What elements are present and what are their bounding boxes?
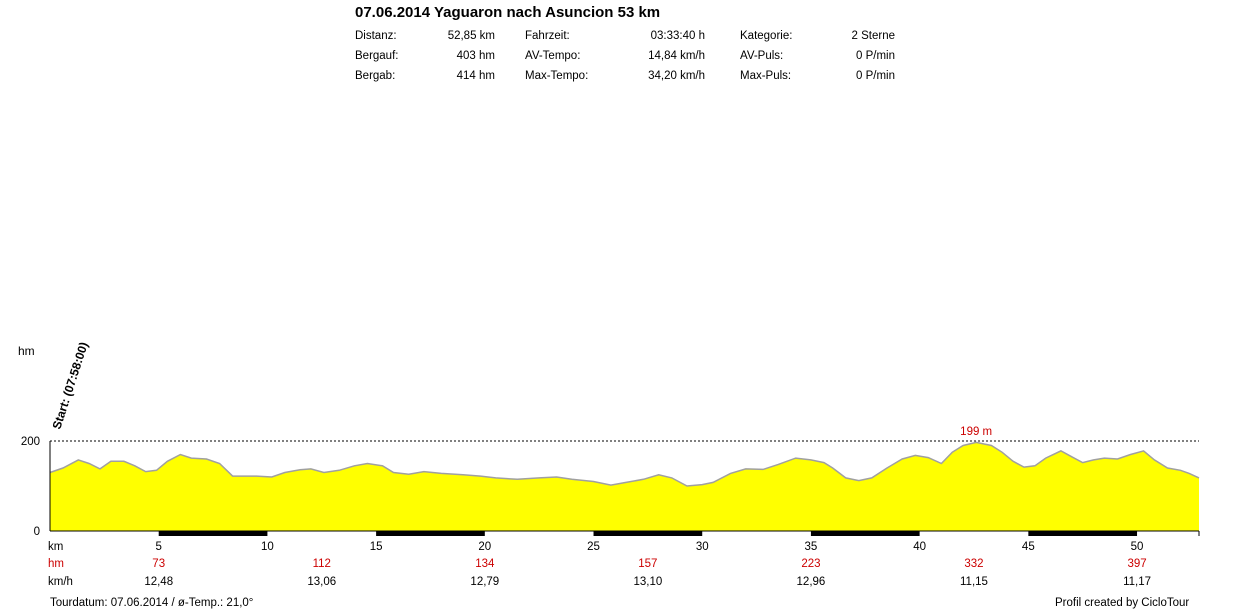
stat-label: Bergab: <box>355 70 396 82</box>
kmh-value: 12,48 <box>144 576 173 588</box>
tour-date-footer: Tourdatum: 07.06.2014 / ø-Temp.: 21,0° <box>50 597 254 609</box>
hm-row-label: hm <box>48 558 64 570</box>
stat-label: Kategorie: <box>740 30 793 42</box>
elevation-line <box>49 441 1200 487</box>
kmh-row-label: km/h <box>48 576 73 588</box>
credit-footer: Profil created by CicloTour <box>1055 597 1190 609</box>
stat-value: 0 P/min <box>856 50 895 62</box>
distance-scale-bar <box>810 531 920 536</box>
x-tick-label: 25 <box>587 541 600 553</box>
x-tick-label: 5 <box>156 541 162 553</box>
y-axis-label: hm <box>18 344 35 358</box>
tour-title: 07.06.2014 Yaguaron nach Asuncion 53 km <box>355 4 661 21</box>
stat-label: Max-Tempo: <box>525 70 589 82</box>
distance-scale-bar <box>376 531 485 536</box>
x-axis-unit-label: km <box>48 541 63 553</box>
stat-value: 03:33:40 h <box>650 30 705 42</box>
elevation-area <box>50 442 1199 531</box>
x-tick-label: 45 <box>1022 541 1035 553</box>
hm-value: 112 <box>313 558 331 570</box>
distance-scale-bar <box>593 531 703 536</box>
kmh-value: 12,96 <box>797 576 826 588</box>
y-tick-label: 0 <box>34 526 40 538</box>
kmh-value: 13,10 <box>633 576 662 588</box>
hm-value: 73 <box>152 558 165 570</box>
stat-label: AV-Tempo: <box>525 50 581 62</box>
hm-value: 157 <box>638 558 657 570</box>
x-tick-label: 30 <box>696 541 709 553</box>
distance-scale-bar <box>1028 531 1138 536</box>
stat-value: 0 P/min <box>856 70 895 82</box>
max-elevation-label: 199 m <box>960 426 992 438</box>
x-tick-label: 35 <box>805 541 818 553</box>
y-tick-label: 200 <box>21 436 40 448</box>
x-tick-label: 50 <box>1131 541 1144 553</box>
stat-label: Max-Puls: <box>740 70 792 82</box>
distance-scale-bar <box>158 531 268 536</box>
hm-value: 397 <box>1127 558 1146 570</box>
stat-label: Distanz: <box>355 30 397 42</box>
x-tick-label: 15 <box>370 541 383 553</box>
kmh-value: 11,15 <box>960 576 988 588</box>
start-time-label: Start: (07:58:00) <box>50 340 91 431</box>
stat-value: 14,84 km/h <box>648 50 705 62</box>
hm-value: 332 <box>964 558 983 570</box>
hm-value: 134 <box>475 558 495 570</box>
stat-label: AV-Puls: <box>740 50 784 62</box>
x-tick-label: 10 <box>261 541 274 553</box>
x-tick-label: 40 <box>913 541 926 553</box>
stat-value: 2 Sterne <box>851 30 895 42</box>
kmh-value: 13,06 <box>307 576 336 588</box>
stat-value: 52,85 km <box>447 30 495 42</box>
hm-value: 223 <box>801 558 820 570</box>
kmh-value: 12,79 <box>470 576 499 588</box>
stat-label: Bergauf: <box>355 50 399 62</box>
kmh-value: 11,17 <box>1123 576 1151 588</box>
x-tick-label: 20 <box>478 541 491 553</box>
stat-label: Fahrzeit: <box>525 30 570 42</box>
stat-value: 414 hm <box>456 70 495 82</box>
stat-value: 34,20 km/h <box>648 70 705 82</box>
stat-value: 403 hm <box>456 50 495 62</box>
